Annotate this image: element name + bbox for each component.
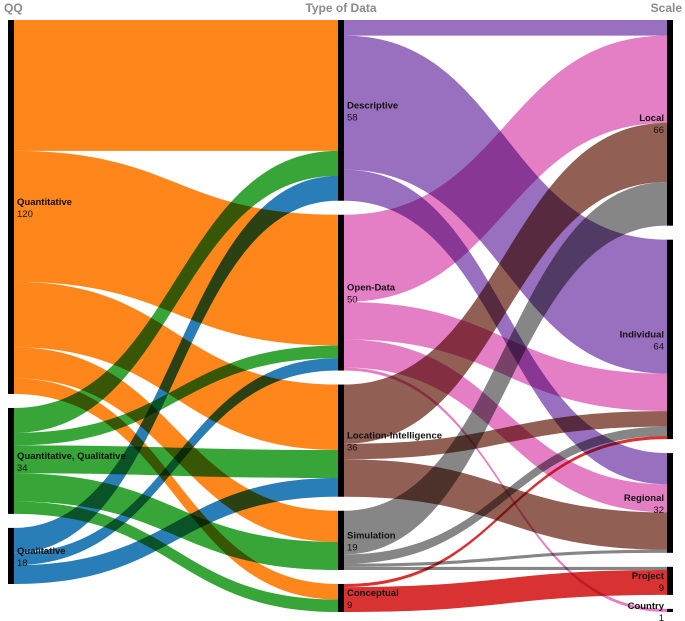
flow-quantitative-to-open-data [14, 150, 338, 346]
node-value-conceptual: 9 [347, 600, 352, 611]
flow-qualitative-to-open-data [14, 358, 338, 566]
flow-simulation-to-local [344, 182, 667, 555]
node-label-conceptual: Conceptual [347, 588, 399, 599]
flow-conceptual-to-individual [344, 436, 667, 588]
node-value-individual: 64 [653, 341, 664, 352]
node-value-qualitative: 18 [17, 558, 28, 569]
node-label-regional: Regional [624, 493, 664, 504]
node-value-project: 9 [659, 583, 664, 594]
node-bar-open-data [338, 214, 344, 371]
flow-conceptual-to-project [344, 569, 667, 612]
flow-quantitative-to-simulation [14, 347, 338, 542]
node-value-simulation: 19 [347, 542, 358, 553]
node-value-quantitative-qualitative: 34 [17, 463, 28, 474]
node-label-individual: Individual [620, 329, 664, 340]
flow-open-data-to-local [344, 35, 667, 303]
node-bar-quantitative-qualitative [8, 407, 14, 514]
node-bar-country [667, 608, 673, 612]
flow-quantitative-qualitative-to-open-data [14, 345, 338, 446]
node-bar-project [667, 566, 673, 595]
flow-descriptive-to-local [344, 20, 667, 36]
flows-type-to-scale [344, 20, 667, 612]
axis-title-type-of-data: Type of Data [305, 1, 376, 15]
flows-qq-to-type [14, 20, 338, 612]
node-bar-conceptual [338, 583, 344, 612]
node-bar-local [667, 20, 673, 226]
flow-simulation-to-regional [344, 549, 667, 567]
axis-title-qq: QQ [4, 1, 23, 15]
node-label-descriptive: Descriptive [347, 100, 398, 111]
node-value-open-data: 50 [347, 295, 358, 306]
node-value-location-intelligence: 36 [347, 443, 358, 454]
node-label-open-data: Open-Data [347, 283, 396, 294]
node-bar-quantitative [8, 20, 14, 394]
node-bars [8, 20, 673, 612]
flow-descriptive-to-regional [344, 169, 667, 485]
flow-qualitative-to-descriptive [14, 175, 338, 553]
flow-location-intelligence-to-individual [344, 411, 667, 460]
node-label-location-intelligence: Location-Intelligence [347, 431, 442, 442]
node-bar-location-intelligence [338, 384, 344, 497]
node-value-local: 66 [653, 125, 664, 136]
node-value-regional: 32 [653, 505, 664, 516]
node-label-country: Country [628, 601, 665, 612]
node-bar-individual [667, 239, 673, 440]
flow-qualitative-to-location-intelligence [14, 478, 338, 584]
node-bar-qualitative [8, 527, 14, 584]
node-label-local: Local [639, 113, 664, 124]
node-bar-descriptive [338, 20, 344, 201]
node-bar-regional [667, 453, 673, 553]
flow-quantitative-qualitative-to-descriptive [14, 150, 338, 433]
flow-quantitative-to-conceptual [14, 378, 338, 600]
node-label-simulation: Simulation [347, 530, 396, 541]
node-label-qualitative: Qualitative [17, 546, 66, 557]
flow-simulation-to-project [344, 566, 667, 570]
node-label-quantitative-qualitative: Quantitative, Qualitative [17, 451, 126, 462]
flow-simulation-to-individual [344, 426, 667, 564]
node-value-descriptive: 58 [347, 112, 358, 123]
flow-location-intelligence-to-local [344, 122, 667, 444]
axis-title-scale: Scale [651, 1, 683, 15]
node-label-project: Project [632, 571, 665, 582]
flow-quantitative-qualitative-to-conceptual [14, 501, 338, 612]
node-label-quantitative: Quantitative [17, 197, 72, 208]
node-bar-simulation [338, 510, 344, 570]
node-value-quantitative: 120 [17, 209, 33, 220]
node-value-country: 1 [659, 613, 664, 621]
flow-quantitative-to-descriptive [14, 20, 338, 151]
